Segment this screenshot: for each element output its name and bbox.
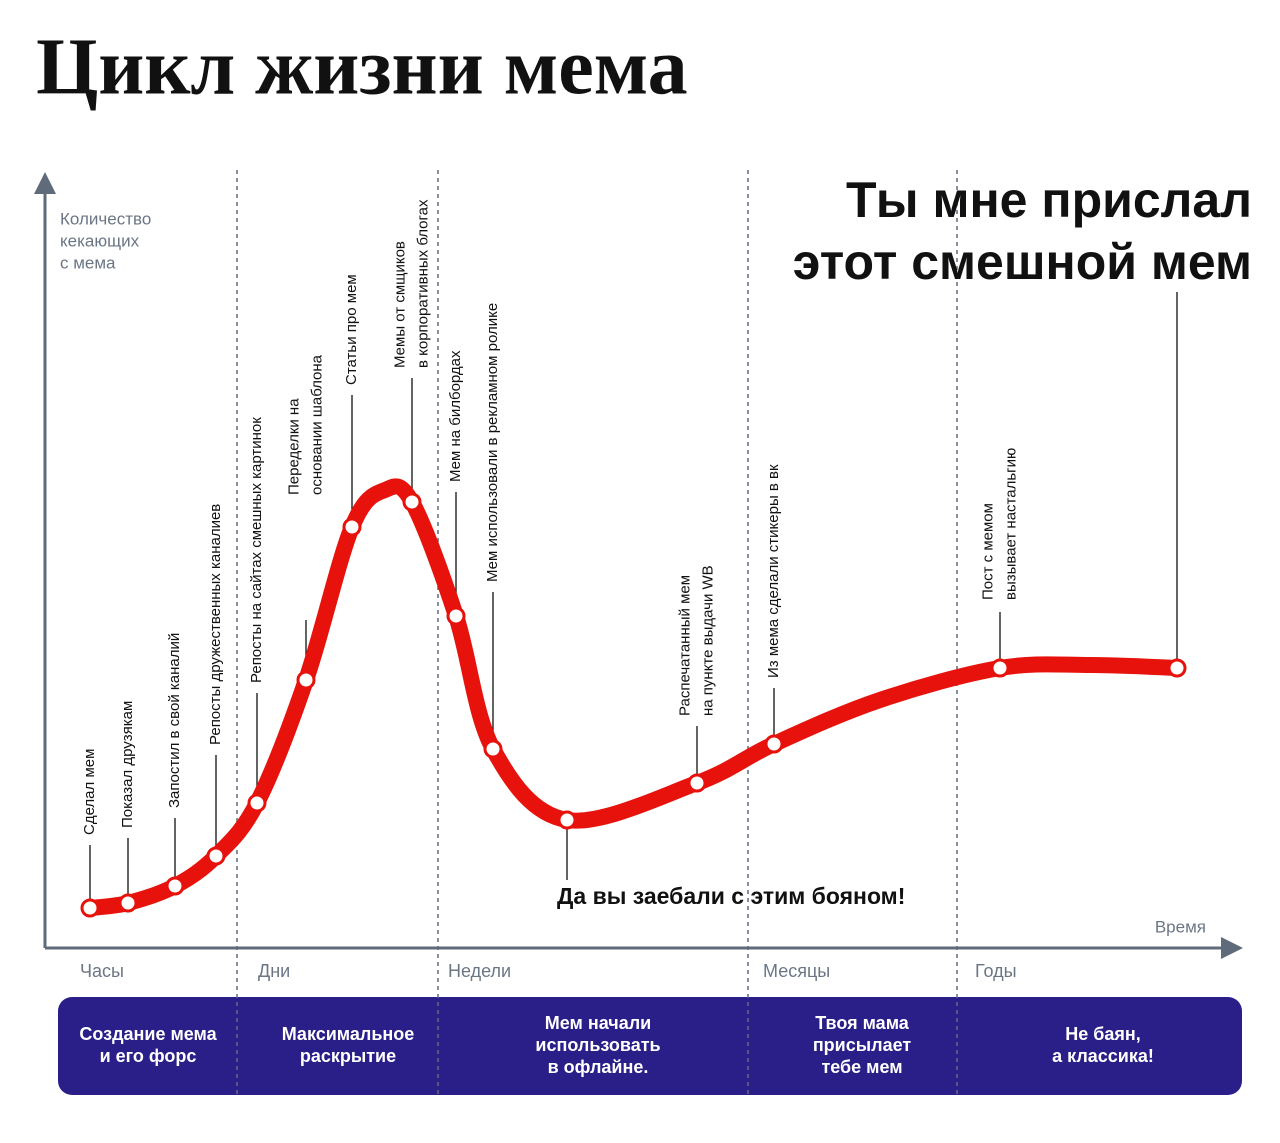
event-label: основании шаблона bbox=[308, 354, 325, 495]
y-arrow bbox=[34, 172, 56, 194]
stage-label: а классика! bbox=[1052, 1046, 1154, 1066]
period-label: Месяцы bbox=[763, 961, 830, 981]
y-axis-label: с мема bbox=[60, 253, 116, 272]
event-label: Распечатанный мем bbox=[676, 575, 693, 716]
period-label: Дни bbox=[258, 961, 290, 981]
event-point bbox=[402, 492, 422, 512]
stage-label: Максимальное bbox=[282, 1024, 415, 1044]
event-point bbox=[80, 898, 100, 918]
period-label: Недели bbox=[448, 961, 511, 981]
event-label: вызывает настальгию bbox=[1002, 448, 1019, 600]
event-label: Ты мне прислал bbox=[846, 172, 1252, 228]
event-label: Запостил в свой каналий bbox=[166, 633, 183, 808]
event-label: Да вы заебали с этим бояном! bbox=[557, 883, 905, 909]
event-label: Репосты дружественных каналиев bbox=[207, 504, 224, 745]
title: Цикл жизни мема bbox=[36, 23, 688, 111]
stage-label: Мем начали bbox=[545, 1013, 651, 1033]
y-axis-label: кекающих bbox=[60, 231, 140, 250]
stage-label: использовать bbox=[535, 1035, 660, 1055]
event-point bbox=[296, 670, 316, 690]
event-point bbox=[764, 734, 784, 754]
event-label: этот смешной мем bbox=[793, 234, 1252, 290]
event-label: Сделал мем bbox=[81, 749, 98, 835]
event-point bbox=[483, 739, 503, 759]
x-axis-label: Время bbox=[1155, 917, 1206, 936]
x-arrow bbox=[1221, 937, 1243, 959]
event-point bbox=[247, 793, 267, 813]
event-label: Показал друзякам bbox=[119, 701, 136, 828]
stage-label: тебе мем bbox=[821, 1057, 902, 1077]
event-point bbox=[557, 810, 577, 830]
stage-label: раскрытие bbox=[300, 1046, 396, 1066]
event-label: Мем на билбордах bbox=[447, 350, 464, 482]
stage-label: Не баян, bbox=[1065, 1024, 1141, 1044]
event-label: Мемы от смщиков bbox=[391, 241, 408, 368]
event-label: Пост с мемом bbox=[979, 503, 996, 600]
stage-label: и его форс bbox=[100, 1046, 197, 1066]
event-label: Статьи про мем bbox=[343, 274, 360, 385]
event-point bbox=[1167, 658, 1187, 678]
event-point bbox=[165, 876, 185, 896]
event-label: в корпоративных блогах bbox=[414, 199, 431, 368]
event-label: Переделки на bbox=[285, 398, 302, 495]
stage-label: Создание мема bbox=[79, 1024, 217, 1044]
event-label: Мем использовали в рекламном ролике bbox=[484, 303, 501, 582]
event-point bbox=[118, 893, 138, 913]
stage-label: в офлайне. bbox=[548, 1057, 649, 1077]
event-label: на пункте выдачи WB bbox=[699, 565, 716, 716]
period-label: Часы bbox=[80, 961, 124, 981]
event-point bbox=[990, 658, 1010, 678]
period-label: Годы bbox=[975, 961, 1017, 981]
event-point bbox=[687, 773, 707, 793]
event-point bbox=[206, 846, 226, 866]
y-axis-label: Количество bbox=[60, 209, 151, 228]
event-point bbox=[342, 517, 362, 537]
stage-band bbox=[58, 997, 1242, 1095]
event-label: Из мема сделали стикеры в вк bbox=[765, 464, 782, 678]
event-label: Репосты на сайтах смешных картинок bbox=[248, 417, 265, 683]
stage-label: присылает bbox=[813, 1035, 912, 1055]
stage-label: Твоя мама bbox=[815, 1013, 910, 1033]
event-point bbox=[446, 606, 466, 626]
